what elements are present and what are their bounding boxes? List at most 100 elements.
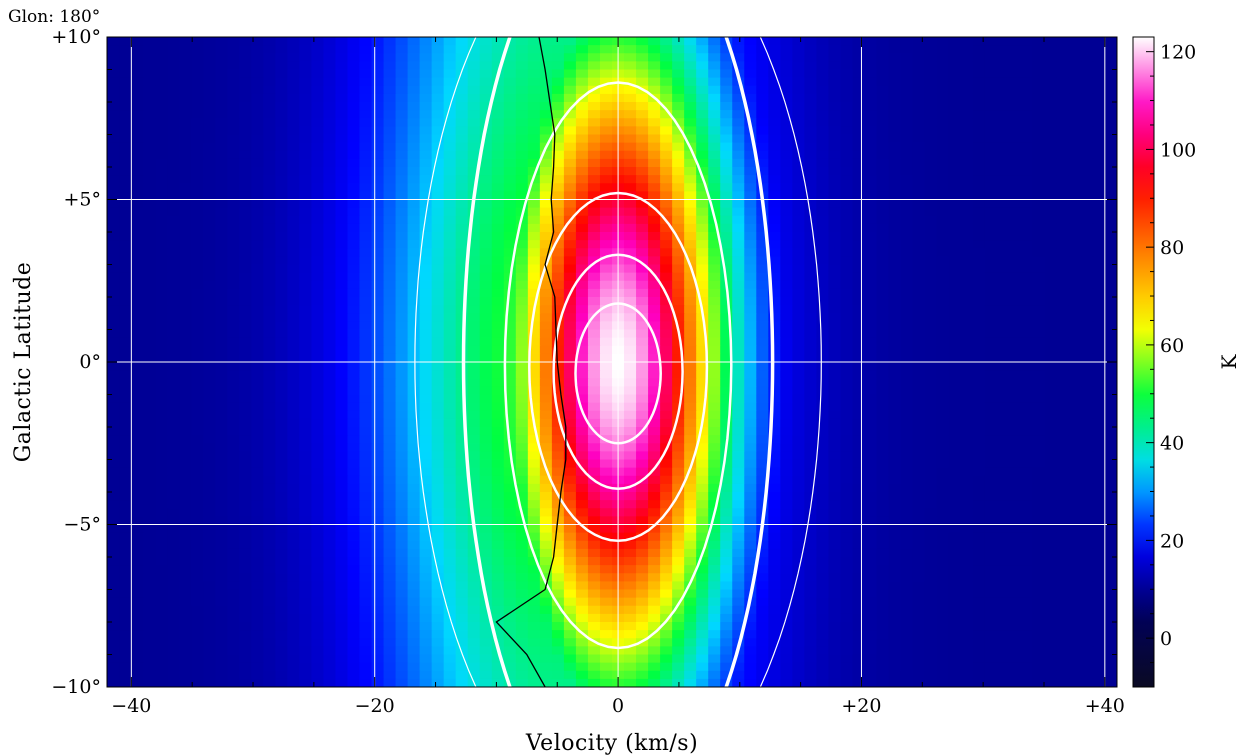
heatmap-cell	[575, 183, 589, 192]
heatmap-cell	[227, 256, 240, 266]
heatmap-cell	[1080, 126, 1094, 136]
heatmap-cell	[215, 386, 228, 396]
heatmap-cell	[155, 280, 168, 290]
heatmap-cell	[864, 500, 878, 509]
heatmap-cell	[335, 150, 349, 160]
heatmap-cell	[1068, 272, 1082, 282]
heatmap-cell	[1008, 459, 1022, 469]
heatmap-cell	[347, 459, 361, 469]
heatmap-cell	[203, 280, 216, 290]
heatmap-cell	[1080, 288, 1094, 298]
heatmap-cell	[1080, 102, 1094, 111]
heatmap-cell	[599, 223, 613, 233]
heatmap-cell	[960, 134, 974, 144]
heatmap-cell	[179, 345, 192, 355]
heatmap-cell	[143, 516, 156, 526]
heatmap-cell	[660, 280, 673, 290]
heatmap-cell	[816, 37, 830, 46]
heatmap-cell	[155, 410, 168, 420]
heatmap-cell	[732, 280, 745, 290]
heatmap-cell	[479, 443, 493, 452]
heatmap-cell	[624, 280, 637, 290]
heatmap-cell	[551, 459, 565, 469]
heatmap-cell	[239, 85, 252, 95]
heatmap-cell	[131, 418, 144, 428]
heatmap-cell	[323, 418, 337, 428]
heatmap-cell	[828, 167, 842, 176]
heatmap-cell	[1032, 410, 1046, 420]
heatmap-cell	[780, 410, 793, 420]
heatmap-cell	[888, 345, 902, 355]
heatmap-cell	[1056, 500, 1070, 509]
heatmap-cell	[155, 313, 168, 322]
heatmap-cell	[840, 337, 854, 347]
heatmap-cell	[660, 451, 673, 461]
heatmap-cell	[155, 167, 168, 176]
heatmap-cell	[684, 134, 697, 144]
heatmap-cell	[395, 199, 409, 209]
heatmap-cell	[311, 345, 325, 355]
heatmap-cell	[419, 142, 433, 152]
heatmap-cell	[972, 402, 986, 412]
heatmap-cell	[203, 272, 216, 282]
heatmap-cell	[840, 313, 854, 322]
heatmap-cell	[996, 158, 1010, 168]
heatmap-cell	[1092, 191, 1106, 201]
heatmap-cell	[143, 264, 156, 274]
heatmap-cell	[119, 126, 132, 136]
heatmap-cell	[167, 240, 180, 249]
heatmap-cell	[1044, 215, 1058, 225]
heatmap-cell	[227, 394, 240, 404]
heatmap-cell	[587, 500, 601, 509]
heatmap-cell	[599, 69, 613, 79]
heatmap-cell	[732, 475, 745, 485]
heatmap-cell	[1056, 207, 1070, 217]
heatmap-cell	[131, 102, 144, 111]
heatmap-cell	[191, 199, 204, 209]
heatmap-cell	[996, 150, 1010, 160]
heatmap-cell	[431, 508, 445, 517]
heatmap-cell	[419, 134, 433, 144]
heatmap-cell	[636, 410, 649, 420]
heatmap-cell	[407, 85, 421, 95]
heatmap-cell	[275, 313, 288, 322]
heatmap-cell	[864, 370, 878, 379]
heatmap-cell	[455, 500, 469, 509]
heatmap-cell	[119, 118, 132, 127]
heatmap-cell	[155, 475, 168, 485]
heatmap-cell	[131, 329, 144, 339]
heatmap-cell	[1044, 370, 1058, 379]
heatmap-cell	[407, 126, 421, 136]
heatmap-cell	[119, 158, 132, 168]
heatmap-cell	[768, 102, 781, 111]
heatmap-cell	[756, 167, 769, 176]
heatmap-cell	[828, 93, 842, 103]
heatmap-cell	[912, 207, 926, 217]
heatmap-cell	[287, 370, 300, 379]
heatmap-cell	[107, 475, 120, 485]
heatmap-cell	[816, 297, 830, 306]
heatmap-cell	[191, 272, 204, 282]
heatmap-cell	[239, 110, 252, 119]
heatmap-cell	[1008, 353, 1022, 363]
heatmap-cell	[720, 142, 733, 152]
heatmap-cell	[972, 353, 986, 363]
heatmap-cell	[131, 69, 144, 79]
heatmap-cell	[251, 418, 264, 428]
heatmap-cell	[479, 459, 493, 469]
heatmap-cell	[587, 386, 601, 396]
heatmap-cell	[732, 483, 745, 493]
heatmap-cell	[792, 475, 805, 485]
heatmap-cell	[780, 77, 793, 87]
heatmap-cell	[299, 402, 312, 412]
heatmap-cell	[768, 467, 781, 477]
heatmap-cell	[1020, 45, 1034, 54]
heatmap-cell	[840, 110, 854, 119]
heatmap-cell	[215, 508, 228, 517]
heatmap-cell	[491, 467, 505, 477]
heatmap-cell	[816, 451, 830, 461]
heatmap-cell	[876, 215, 890, 225]
heatmap-cell	[1044, 483, 1058, 493]
heatmap-cell	[191, 313, 204, 322]
heatmap-cell	[852, 492, 866, 501]
